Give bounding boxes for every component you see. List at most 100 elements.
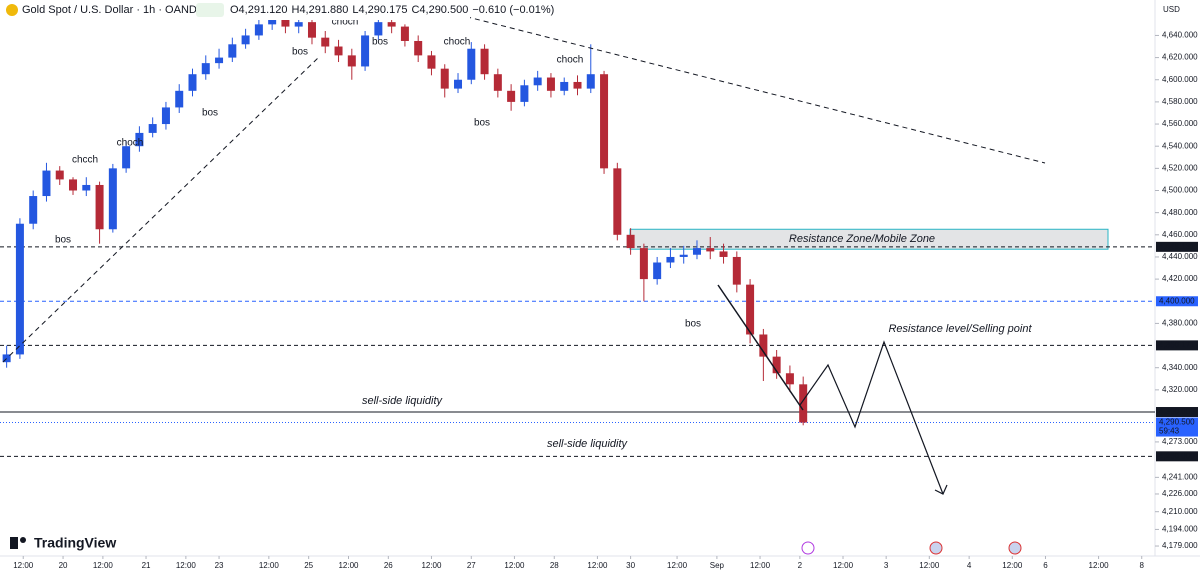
y-tick-label: 4,560.000	[1162, 119, 1198, 128]
y-tick-label: 4,440.000	[1162, 252, 1198, 261]
candle-body	[321, 37, 330, 47]
trend-line	[2, 57, 319, 363]
x-tick-label: 8	[1139, 561, 1144, 570]
x-tick-label: 30	[626, 561, 635, 570]
candle-body	[520, 85, 529, 102]
candle-body	[613, 168, 622, 235]
price-tag	[1156, 340, 1198, 351]
annotation: Resistance level/Selling point	[888, 323, 1032, 335]
candle-body	[215, 57, 224, 64]
candle-body	[546, 77, 555, 91]
y-tick-label: 4,600.000	[1162, 75, 1198, 84]
y-tick-label: 4,640.000	[1162, 31, 1198, 40]
candle-body	[15, 223, 24, 355]
y-tick-label: 4,380.000	[1162, 319, 1198, 328]
annotation: sell-side liquidity	[362, 395, 444, 407]
ohlc-value: O4,291.120	[230, 4, 288, 16]
candle-body	[586, 74, 595, 89]
candle-body	[706, 248, 715, 252]
x-tick-label: 4	[967, 561, 972, 570]
ohlc-readout: O4,291.120 H4,291.880 L4,290.175 C4,290.500…	[230, 4, 554, 16]
x-tick-label: Sep	[710, 561, 725, 570]
annotation: bos	[292, 47, 308, 58]
candle-body	[785, 373, 794, 385]
brand-logo[interactable]: TradingView	[10, 535, 116, 551]
y-tick-label: 4,320.000	[1162, 385, 1198, 394]
candle-body	[135, 132, 144, 147]
candle-body	[746, 284, 755, 335]
y-tick-label: 4,520.000	[1162, 163, 1198, 172]
ohlc-value: L4,290.175	[352, 4, 407, 16]
candle-body	[533, 77, 542, 86]
y-tick-label: 4,540.000	[1162, 141, 1198, 150]
candle-body	[69, 179, 78, 191]
y-tick-label: 4,273.000	[1162, 437, 1198, 446]
x-tick-label: 12:00	[1089, 561, 1110, 570]
x-tick-label: 12:00	[421, 561, 442, 570]
x-tick-label: 28	[550, 561, 559, 570]
candle-body	[666, 256, 675, 263]
x-tick-label: 3	[884, 561, 889, 570]
annotation: chcch	[72, 155, 98, 166]
x-tick-label: 12:00	[259, 561, 280, 570]
candle-body	[334, 46, 343, 56]
candle-body	[108, 168, 117, 230]
candle-body	[480, 48, 489, 75]
projection-arrowhead	[934, 484, 948, 495]
candle-body	[732, 256, 741, 285]
ohlc-value: −0.610 (−0.01%)	[472, 4, 554, 16]
x-tick-label: 12:00	[504, 561, 525, 570]
candle-body	[42, 170, 51, 197]
y-tick-label: 4,241.000	[1162, 472, 1198, 481]
event-icon[interactable]	[801, 541, 815, 555]
candle-body	[772, 356, 781, 374]
event-icon[interactable]	[929, 541, 943, 555]
y-tick-label: 4,226.000	[1162, 489, 1198, 498]
currency-label[interactable]: USD	[1163, 5, 1180, 14]
x-tick-label: 21	[142, 561, 151, 570]
logo-mark	[20, 537, 26, 543]
price-tag-label: 4,400.000	[1159, 296, 1195, 305]
x-tick-label: 12:00	[667, 561, 688, 570]
symbol-title[interactable]: Gold Spot / U.S. Dollar · 1h · OANDA	[22, 4, 205, 16]
candle-body	[361, 35, 370, 67]
x-tick-label: 27	[467, 561, 476, 570]
y-tick-label: 4,500.000	[1162, 186, 1198, 195]
annotation: choch	[557, 55, 584, 66]
x-tick-label: 12:00	[176, 561, 197, 570]
candle-body	[507, 90, 516, 102]
candle-body	[626, 234, 635, 249]
candle-body	[374, 22, 383, 36]
annotation: bos	[474, 118, 490, 129]
candle-body	[347, 55, 356, 67]
candle-body	[281, 18, 290, 27]
x-tick-label: 2	[798, 561, 803, 570]
price-tag-label: 4,449.131	[1159, 242, 1195, 251]
candle-body	[414, 40, 423, 56]
candle-body	[2, 354, 11, 363]
annotation: bos	[685, 319, 701, 330]
candle-body	[692, 248, 701, 255]
candle-body	[759, 334, 768, 357]
price-tag-label: 4,360.171	[1159, 340, 1195, 349]
candle-body	[639, 248, 648, 280]
candle-body	[148, 124, 157, 133]
brand-name: TradingView	[34, 535, 116, 551]
candle-body	[175, 90, 184, 108]
candle-body	[679, 254, 688, 257]
y-tick-label: 4,480.000	[1162, 208, 1198, 217]
symbol-icon[interactable]	[6, 4, 18, 16]
candle-body	[161, 107, 170, 125]
candle-body	[294, 22, 303, 27]
candle-body	[799, 384, 808, 423]
plot-area: Resistance Zone/Mobile Zone chcch choch bos…	[0, 11, 1159, 559]
candle-body	[440, 68, 449, 89]
event-icon[interactable]	[1008, 541, 1022, 555]
candle-body	[400, 26, 409, 41]
price-tag	[1156, 407, 1198, 418]
price-tag-label: 4,300.000	[1159, 407, 1195, 416]
status-badge[interactable]	[196, 3, 224, 17]
candle-body	[188, 74, 197, 91]
x-tick-label: 12:00	[587, 561, 608, 570]
